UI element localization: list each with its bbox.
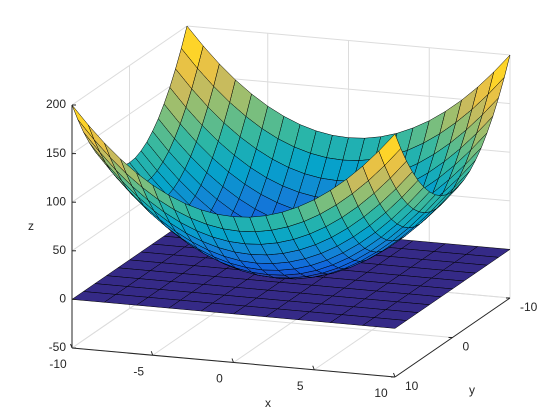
z-tick-label: -50 [49, 340, 67, 354]
y-tick-label: -10 [520, 300, 538, 314]
x-tick-label: -10 [49, 357, 67, 371]
y-tick-label: 0 [463, 340, 470, 354]
x-tick-label: -5 [133, 364, 144, 378]
x-tick [393, 372, 396, 378]
z-tick-label: 100 [46, 194, 66, 208]
grid-line [186, 25, 511, 56]
z-axis-label: z [28, 219, 34, 233]
z-tick-label: 150 [46, 146, 66, 160]
z-tick-label: 50 [53, 243, 67, 257]
x-tick-label: 5 [297, 379, 304, 393]
x-tick [70, 343, 73, 349]
surface-patch [378, 133, 402, 166]
grid-line [186, 74, 511, 105]
grid-line [71, 25, 188, 106]
surface-layer [71, 25, 511, 329]
z-tick-label: 200 [46, 97, 66, 111]
x-tick-label: 10 [374, 386, 388, 400]
x-axis-label: x [265, 396, 271, 410]
grid-line [129, 308, 453, 338]
surface-patch [71, 104, 95, 140]
y-axis-label: y [469, 383, 475, 397]
x-tick [312, 365, 315, 370]
z-tick-label: 0 [59, 292, 66, 306]
x-tick [231, 358, 234, 363]
surface-patch [362, 317, 407, 329]
y-tick-label: 10 [405, 379, 419, 393]
x-tick-label: 0 [216, 372, 223, 386]
x-tick [150, 351, 154, 356]
